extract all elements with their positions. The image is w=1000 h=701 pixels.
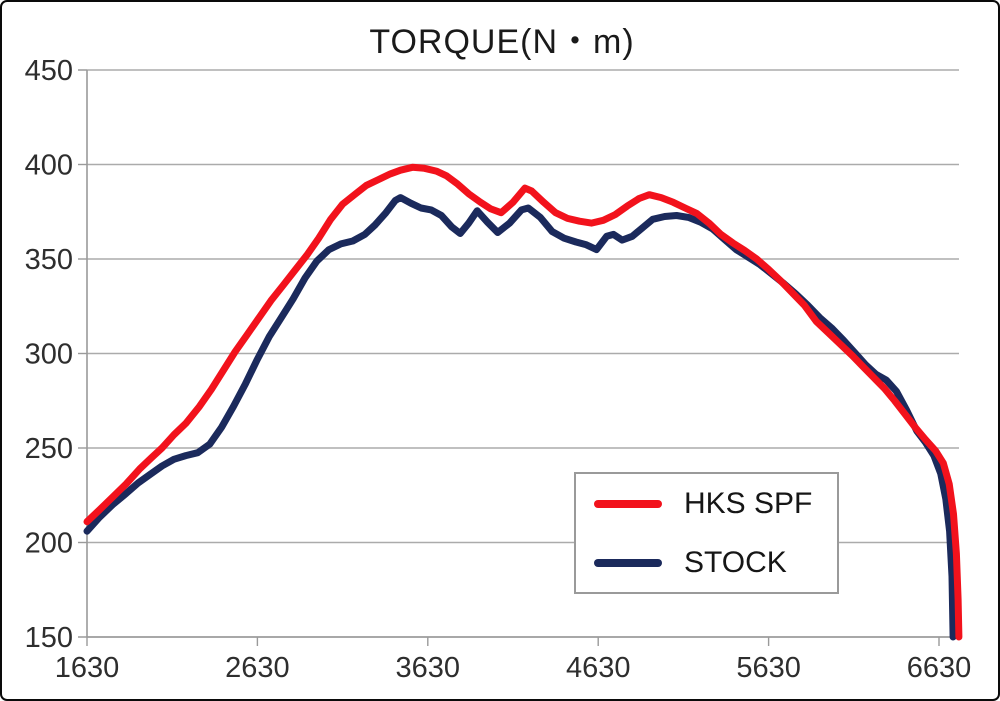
chart-title: TORQUE(N・m) <box>369 23 635 61</box>
x-tick-label-6630: 6630 <box>907 652 972 684</box>
x-tick-label-5630: 5630 <box>736 652 801 684</box>
x-tick-label-1630: 1630 <box>55 652 120 684</box>
y-tick-label-150: 150 <box>25 622 73 654</box>
legend: HKS SPF STOCK <box>574 472 839 594</box>
y-tick-label-350: 350 <box>25 244 73 276</box>
y-tick-label-300: 300 <box>25 339 73 371</box>
hks-spf-line <box>83 163 963 641</box>
y-tick-label-450: 450 <box>25 55 73 87</box>
stock-line <box>83 194 957 641</box>
legend-label-hks-spf: HKS SPF <box>684 486 813 520</box>
legend-item-hks-spf: HKS SPF <box>576 474 837 533</box>
legend-item-stock: STOCK <box>576 533 837 592</box>
y-tick-label-250: 250 <box>25 433 73 465</box>
stock-line-swatch <box>594 558 662 567</box>
x-tick-label-2630: 2630 <box>225 652 290 684</box>
legend-label-stock: STOCK <box>684 545 787 579</box>
y-tick-label-200: 200 <box>25 528 73 560</box>
x-tick-label-4630: 4630 <box>566 652 631 684</box>
x-tick-label-3630: 3630 <box>396 652 461 684</box>
hks-spf-line-swatch <box>594 499 662 508</box>
y-tick-label-400: 400 <box>25 150 73 182</box>
